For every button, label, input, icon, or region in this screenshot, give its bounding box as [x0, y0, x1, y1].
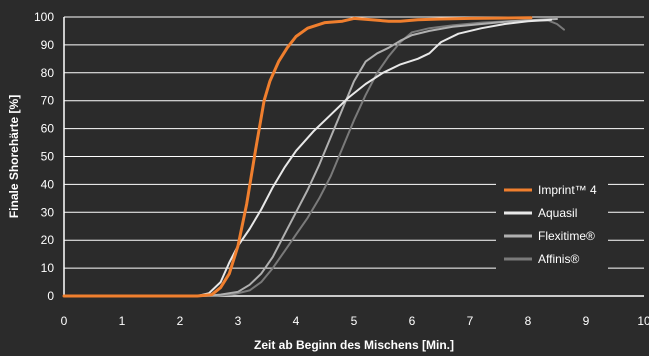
- series-lines: [62, 16, 565, 298]
- x-tick-label: 10: [637, 314, 649, 328]
- y-tick-label: 20: [41, 233, 55, 247]
- series-line: [63, 18, 558, 297]
- x-tick-label: 5: [351, 314, 358, 328]
- legend-label: Imprint™ 4: [538, 183, 597, 197]
- x-tick-label: 9: [583, 314, 590, 328]
- y-tick-label: 30: [41, 205, 55, 219]
- legend-label: Affinis®: [538, 252, 579, 266]
- series-line: [63, 18, 553, 297]
- y-tick-label: 90: [41, 38, 55, 52]
- y-tick-label: 10: [41, 261, 55, 275]
- x-tick-label: 8: [525, 314, 532, 328]
- y-axis-title: Finale Shorehärte [%]: [7, 95, 21, 218]
- x-tick-label: 4: [293, 314, 300, 328]
- y-tick-label: 70: [41, 94, 55, 108]
- y-tick-label: 80: [41, 66, 55, 80]
- series-line: [63, 19, 565, 297]
- legend-label: Flexitime®: [538, 229, 595, 243]
- y-tick-label: 0: [47, 289, 54, 303]
- x-tick-label: 0: [61, 314, 68, 328]
- x-axis-title: Zeit ab Beginn des Mischens [Min.]: [254, 338, 454, 352]
- y-tick-label: 50: [41, 150, 55, 164]
- y-tick-label: 40: [41, 177, 55, 191]
- y-tick-label: 60: [41, 122, 55, 136]
- x-tick-label: 6: [409, 314, 416, 328]
- x-tick-label: 3: [235, 314, 242, 328]
- x-tick-label: 1: [119, 314, 126, 328]
- legend-box: [496, 176, 608, 272]
- series-line: [62, 16, 533, 298]
- gridlines: [64, 16, 644, 269]
- x-tick-label: 7: [467, 314, 474, 328]
- x-tick-label: 2: [177, 314, 184, 328]
- legend: Imprint™ 4 Aquasil Flexitime® Affinis®: [496, 176, 608, 272]
- legend-label: Aquasil: [538, 206, 577, 220]
- y-tick-label: 100: [34, 10, 54, 24]
